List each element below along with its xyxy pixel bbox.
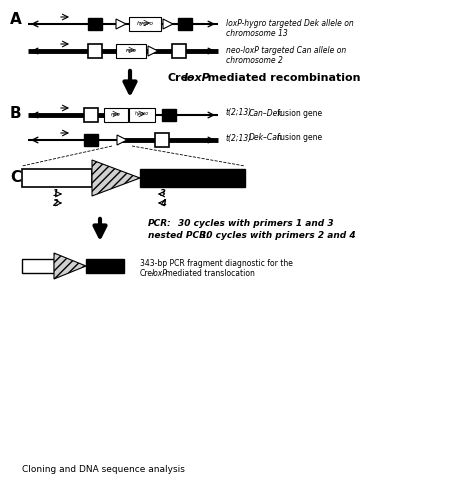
Text: mediated translocation: mediated translocation [163,268,255,277]
Polygon shape [117,135,127,145]
Text: 1: 1 [53,189,59,198]
Text: C: C [10,170,21,185]
Bar [155,133,169,147]
Text: neo: neo [111,112,121,117]
Text: hygro: hygro [137,20,154,25]
Text: 30 cycles with primers 1 and 3: 30 cycles with primers 1 and 3 [178,220,334,229]
Text: Can–Dek: Can–Dek [249,109,283,118]
Text: A: A [10,12,22,27]
Text: Cre-: Cre- [140,268,156,277]
Bar [104,108,128,122]
Text: -mediated recombination: -mediated recombination [203,73,361,83]
Text: t(2;13): t(2;13) [226,109,252,118]
Text: neo: neo [126,48,137,53]
Text: PCR:: PCR: [148,220,172,229]
Bar [116,44,146,58]
Polygon shape [163,19,173,29]
Bar [162,109,176,121]
Polygon shape [148,46,158,56]
Text: fusion gene: fusion gene [275,133,322,142]
Text: Cloning and DNA sequence analysis: Cloning and DNA sequence analysis [22,465,185,474]
Text: 2: 2 [53,198,59,207]
Text: Cre-: Cre- [168,73,194,83]
Text: loxP-hygro targeted Dek allele on: loxP-hygro targeted Dek allele on [226,19,354,28]
Text: nested PCR:: nested PCR: [148,232,210,241]
Text: chromosome 2: chromosome 2 [226,56,283,65]
Bar [84,108,98,122]
Bar [88,18,102,30]
Text: hygro: hygro [135,112,149,117]
Text: 30 cycles with primers 2 and 4: 30 cycles with primers 2 and 4 [200,232,356,241]
Text: chromosome 13: chromosome 13 [226,29,288,38]
Bar [86,259,124,273]
Bar [129,108,155,122]
Polygon shape [116,19,126,29]
Text: loxP: loxP [184,73,211,83]
Polygon shape [54,253,86,279]
Text: B: B [10,106,22,121]
Text: Dek–Can: Dek–Can [249,133,283,142]
Bar [172,44,186,58]
Bar [178,18,192,30]
Text: 343-bp PCR fragment diagnostic for the: 343-bp PCR fragment diagnostic for the [140,258,293,267]
Bar [22,259,54,273]
Text: 4: 4 [160,198,166,207]
Text: loxP: loxP [152,268,168,277]
Bar [129,17,161,31]
Bar [140,169,245,187]
Bar [88,44,102,58]
Text: 3: 3 [160,189,166,198]
Bar [84,134,98,146]
Text: neo-loxP targeted Can allele on: neo-loxP targeted Can allele on [226,46,346,55]
Text: fusion gene: fusion gene [275,109,322,118]
Polygon shape [92,160,140,196]
Text: t(2;13): t(2;13) [226,133,252,142]
Bar [22,169,92,187]
